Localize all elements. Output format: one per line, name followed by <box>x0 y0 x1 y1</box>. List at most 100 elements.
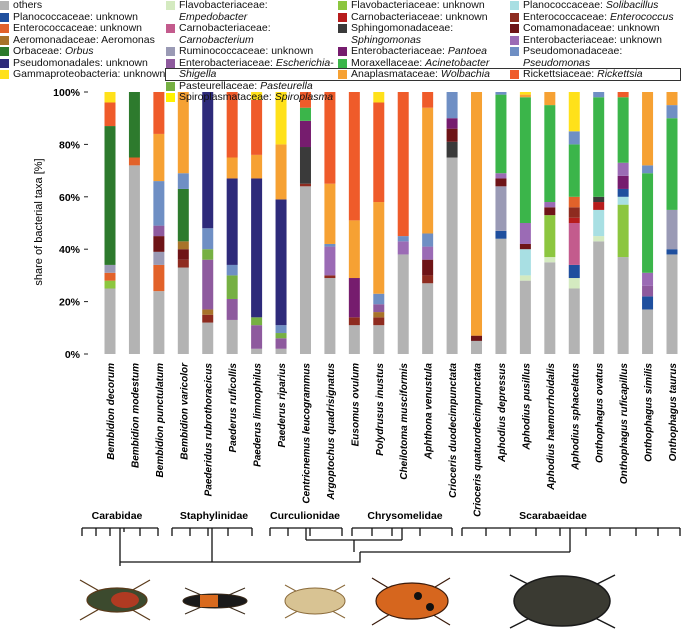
bar-segment <box>617 175 629 189</box>
bar-segment <box>617 196 629 205</box>
bar-segment <box>373 325 385 354</box>
bar-segment <box>666 254 678 354</box>
bar-segment <box>104 264 116 273</box>
legend-item: Flavobacteriaceae: unknown <box>338 0 510 12</box>
legend-swatch <box>338 1 347 10</box>
bar-segment <box>299 186 311 354</box>
bar-segment <box>299 107 311 121</box>
bar-segment <box>153 92 165 134</box>
legend-column: Flavobacteriaceae: Empedobacter Carnobact… <box>166 0 338 104</box>
legend-item: Pseudomonadaceae: Pseudomonas <box>510 45 684 69</box>
family-labels: Carabidae Staphylinidae Curculionidae Ch… <box>92 510 587 522</box>
legend-label: Carnobacteriaceae: Carnobacterium <box>179 22 271 46</box>
bar-segment <box>177 173 189 189</box>
x-tick-label: Paederus limnophilus <box>253 363 264 467</box>
bar-segment <box>251 325 263 349</box>
bar-segment <box>177 259 189 268</box>
beetle <box>284 584 346 619</box>
legend-item: Planococcaceae: Solibacillus <box>510 0 684 12</box>
legend-label: Anaplasmataceae: Wolbachia <box>351 68 490 80</box>
bar-segment <box>177 267 189 354</box>
bar-segment <box>666 92 678 106</box>
bar-segment <box>202 314 214 323</box>
bar-segment <box>202 228 214 250</box>
legend-column: Planococcaceae: Solibacillus Enterococcac… <box>510 0 684 104</box>
legend-label: Enterobacteriaceae: unknown <box>523 33 662 46</box>
x-tick-label: Centricnemus leucogrammus <box>301 363 312 504</box>
bar-segment <box>617 92 629 98</box>
legend-swatch <box>510 35 519 45</box>
bar-segment <box>299 183 311 187</box>
bar-segment <box>202 92 214 229</box>
legend-swatch <box>166 24 175 33</box>
bar-segment <box>324 278 336 354</box>
legend-swatch <box>166 58 175 68</box>
bar-segment <box>422 107 434 234</box>
legend-label: Comamonadaceae: unknown <box>523 22 660 34</box>
bar-segment <box>471 340 483 354</box>
bar-segment <box>128 165 140 354</box>
bar-segment <box>544 257 556 263</box>
legend-label: Planococcaceae: unknown <box>13 10 138 23</box>
bar-segment <box>275 338 287 349</box>
bar-segment <box>202 322 214 354</box>
bar-segment <box>373 312 385 318</box>
bar-segment <box>666 209 678 250</box>
bar-segment <box>226 298 238 320</box>
bar-segment <box>495 178 507 187</box>
bar-segment <box>275 92 287 145</box>
y-axis-label: share of bacterial taxa [%] <box>33 158 45 285</box>
legend-item: Ruminococcaceae: unknown <box>166 45 338 58</box>
legend-item: Enterobacteriaceae: unknown <box>510 33 684 47</box>
bar-segment <box>128 92 140 158</box>
x-tick-label: Onthophagus ruficapillus <box>619 363 630 485</box>
x-tick-label: Aphthona venustula <box>424 363 435 461</box>
bar-segment <box>446 92 458 119</box>
legend-column: others Planococcaceae: unknown Enterococca… <box>0 0 166 104</box>
legend-swatch <box>0 58 9 68</box>
bar-segment <box>251 154 263 179</box>
bar-segment <box>471 335 483 341</box>
bar-segment <box>226 157 238 179</box>
bar-segment <box>617 257 629 354</box>
legend-swatch <box>166 1 175 10</box>
legend-label: Pasteurellaceae: Pasteurella <box>179 79 313 92</box>
legend-item: Carnobacteriaceae: Carnobacterium <box>166 22 338 46</box>
bar-segment <box>617 204 629 258</box>
legend-item: Moraxellaceae: Acinetobacter <box>338 57 510 70</box>
bar-segment <box>177 241 189 250</box>
x-tick-label: Bembidion punctulatum <box>155 363 166 478</box>
legend-label: Aeromonadaceae: Aeromonas <box>13 33 155 46</box>
legend-label: Planococcaceae: Solibacillus <box>523 0 659 11</box>
family-label: Scarabaeidae <box>519 510 587 522</box>
bar-segment <box>593 236 605 242</box>
legend-label: Enterobacteriaceae: Pantoea <box>351 45 488 57</box>
legend-swatch <box>510 1 519 10</box>
legend-label: Pseudomonadaceae: Pseudomonas <box>523 45 623 69</box>
bar-segment <box>495 230 507 239</box>
bar-segment <box>226 92 238 158</box>
y-tick-label: 0% <box>65 349 81 361</box>
family-label: Curculionidae <box>270 510 340 522</box>
legend-swatch <box>0 1 9 10</box>
beetle <box>509 574 616 629</box>
legend-swatch <box>0 12 9 22</box>
bar-segment <box>593 202 605 210</box>
bar-segment <box>226 275 238 299</box>
bar-segment <box>446 128 458 142</box>
beetle <box>182 587 248 615</box>
bar-segment <box>593 196 605 203</box>
x-tick-label: Paederus ruficollis <box>228 363 239 453</box>
beetle <box>371 577 451 626</box>
bar-segment <box>642 92 654 166</box>
x-tick-label: Paederidus rubrothoracicus <box>204 363 215 497</box>
bar-segment <box>568 288 580 354</box>
bar-segment <box>153 236 165 252</box>
bar-segment <box>422 283 434 354</box>
bar-segment <box>495 92 507 95</box>
legend-column: Flavobacteriaceae: unknown Carnobacteriac… <box>338 0 510 104</box>
legend-label: Carnobacteriaceae: unknown <box>351 10 488 23</box>
legend-swatch <box>510 70 519 79</box>
